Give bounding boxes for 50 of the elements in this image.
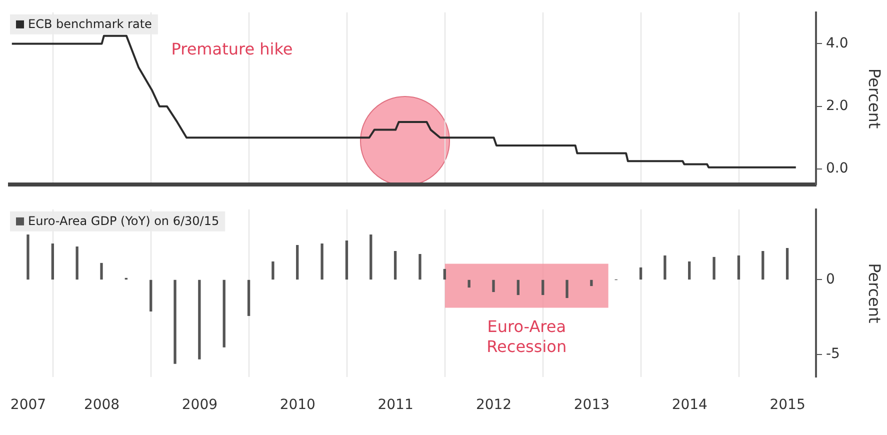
legend-label: Euro-Area GDP (YoY) on 6/30/15: [28, 214, 220, 228]
y-tick-label: 2.0: [826, 98, 848, 114]
bar: [664, 255, 666, 280]
x-tick-label: 2012: [476, 397, 512, 414]
bar: [174, 280, 176, 364]
y-axis-title: Percent: [865, 263, 884, 324]
bar: [320, 243, 324, 280]
bar: [370, 234, 372, 280]
legend-label: ECB benchmark rate: [28, 17, 152, 32]
bar: [345, 240, 348, 280]
bar: [443, 268, 446, 280]
x-tick-label: 2011: [378, 397, 414, 414]
bar: [51, 243, 54, 280]
bar: [566, 280, 568, 298]
bar: [542, 280, 544, 296]
y-tick-label: 0.0: [826, 160, 848, 177]
bar: [516, 280, 520, 296]
bar: [26, 234, 30, 280]
bar: [762, 250, 764, 280]
x-tick-label: 2014: [672, 397, 708, 414]
bar: [150, 280, 152, 312]
y-axis-title: Percent: [865, 68, 884, 129]
bar: [688, 261, 691, 280]
bar: [492, 280, 495, 292]
band-label: Euro-Area Recession: [486, 316, 567, 356]
bar: [786, 248, 789, 280]
bar: [590, 280, 593, 286]
bar: [394, 250, 397, 280]
bar: [76, 246, 78, 280]
bar: [247, 280, 250, 316]
x-tick-label: 2010: [280, 397, 316, 414]
y-tick-label: 0: [826, 271, 835, 288]
x-tick-label: 2009: [182, 397, 218, 414]
bar: [468, 280, 470, 288]
bar: [222, 280, 226, 348]
bar: [272, 261, 274, 280]
x-tick-label: 2013: [574, 397, 610, 414]
bar: [639, 267, 642, 280]
bar: [296, 244, 299, 280]
bar: [198, 280, 201, 360]
bar: [737, 255, 740, 280]
y-tick-label: -5: [826, 346, 840, 362]
bar: [100, 262, 103, 280]
x-tick-label: 2007: [10, 397, 46, 414]
x-tick-label: 2015: [770, 397, 806, 414]
y-tick-label: 4.0: [826, 35, 848, 52]
bar: [712, 256, 716, 280]
annotation: Premature hike: [171, 40, 293, 59]
x-tick-label: 2008: [84, 397, 120, 414]
bar: [418, 254, 422, 280]
